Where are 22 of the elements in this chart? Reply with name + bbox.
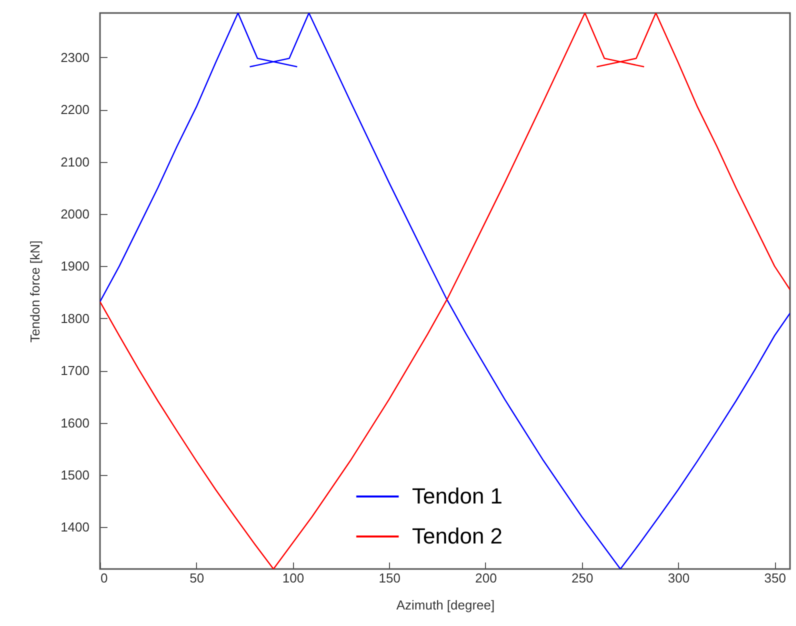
y-axis-title: Tendon force [kN]	[28, 240, 43, 342]
y-tick-label: 1800	[60, 310, 90, 326]
x-tick-label: 250	[571, 570, 594, 586]
y-tick-label: 1700	[60, 363, 90, 378]
x-tick-label: 0	[100, 570, 108, 586]
x-tick-label: 100	[282, 570, 304, 586]
y-tick-label: 1500	[60, 468, 90, 483]
y-tick-label: 2100	[60, 154, 90, 170]
x-tick-label: 200	[475, 570, 497, 586]
y-tick-label: 2200	[60, 102, 90, 118]
x-tick-label: 150	[378, 570, 400, 586]
legend-label: Tendon 2	[412, 524, 503, 548]
y-tick-label: 2000	[60, 206, 90, 222]
y-tick-label: 1900	[60, 258, 90, 274]
x-axis-title: Azimuth [degree]	[396, 598, 495, 612]
x-tick-label: 50	[190, 570, 204, 586]
x-tick-label: 300	[668, 570, 690, 586]
y-tick-label: 1400	[60, 520, 90, 535]
x-tick-label: 350	[764, 570, 786, 586]
y-tick-label: 1600	[60, 415, 90, 430]
legend-label: Tendon 1	[412, 484, 503, 508]
y-tick-label: 2300	[60, 50, 90, 65]
